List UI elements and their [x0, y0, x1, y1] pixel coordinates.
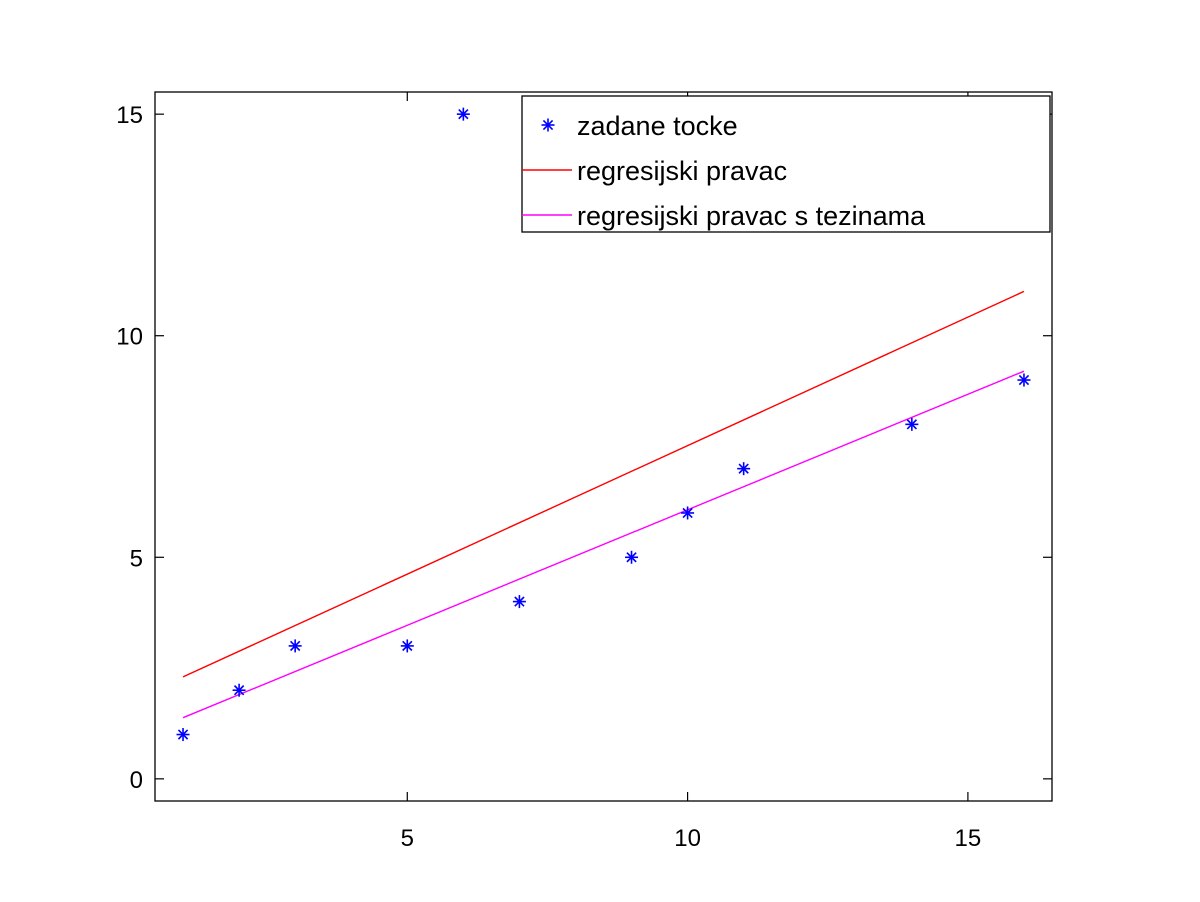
- series-line: [182, 290, 1025, 678]
- legend-marker: [541, 118, 555, 132]
- data-point: [681, 506, 695, 520]
- legend-label: regresijski pravac s tezinama: [577, 201, 926, 231]
- y-tick-label: 5: [130, 545, 143, 572]
- x-tick-label: 10: [674, 825, 701, 852]
- y-tick-label: 0: [130, 767, 143, 794]
- data-point: [400, 639, 414, 653]
- data-point: [232, 683, 246, 697]
- marker-stroke: [233, 685, 245, 696]
- marker-stroke: [682, 507, 693, 519]
- legend-box: [521, 95, 1051, 233]
- data-point: [737, 462, 751, 476]
- data-point: [1017, 373, 1031, 387]
- legend-label: zadane tocke: [577, 111, 738, 141]
- marker-stroke: [458, 108, 469, 120]
- x-tick-label: 5: [401, 825, 414, 852]
- y-tick-label: 15: [116, 102, 143, 129]
- marker-stroke: [542, 119, 554, 131]
- legend-label: regresijski pravac: [577, 156, 787, 186]
- legend: zadane tocke regresijski pravac regresijsk…: [521, 95, 1051, 233]
- data-point: [625, 550, 639, 564]
- marker-stroke: [738, 463, 749, 474]
- data-point: [905, 417, 919, 431]
- data-point: [176, 728, 190, 742]
- data-point: [456, 107, 470, 121]
- series-layer: [176, 107, 1031, 742]
- x-tick-label: 15: [955, 825, 982, 852]
- tick-labels: 5 10 15 0 5 10 15: [116, 102, 981, 852]
- marker-stroke: [289, 640, 301, 652]
- series-line: [182, 370, 1025, 719]
- marker-stroke: [906, 419, 918, 430]
- data-point: [512, 595, 526, 609]
- y-tick-label: 10: [116, 324, 143, 351]
- marker-stroke: [402, 640, 413, 652]
- data-point: [288, 639, 302, 653]
- marker-stroke: [514, 596, 525, 607]
- marker-stroke: [177, 729, 189, 740]
- marker-stroke: [1018, 374, 1030, 386]
- plot-frame: [154, 91, 1053, 802]
- marker-stroke: [626, 552, 637, 563]
